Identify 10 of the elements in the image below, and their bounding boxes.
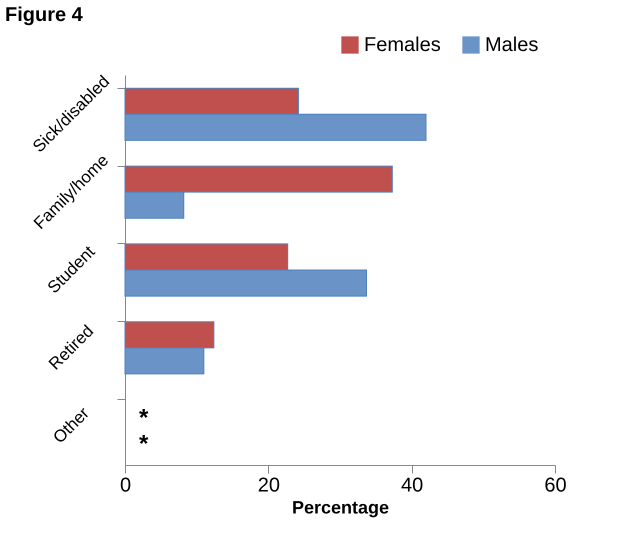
x-tick-label: 40 [401,474,424,496]
text: * [139,404,148,432]
legend-label: Males [485,34,538,56]
x-tick-label: 60 [544,474,567,496]
x-tick-label: 20 [258,474,280,496]
x-tick-label: 0 [120,474,132,496]
x-axis-title: Percentage [292,498,390,518]
chart-title: Figure 4 [5,4,84,26]
text: * [139,430,148,458]
legend-label: Females [364,34,441,56]
